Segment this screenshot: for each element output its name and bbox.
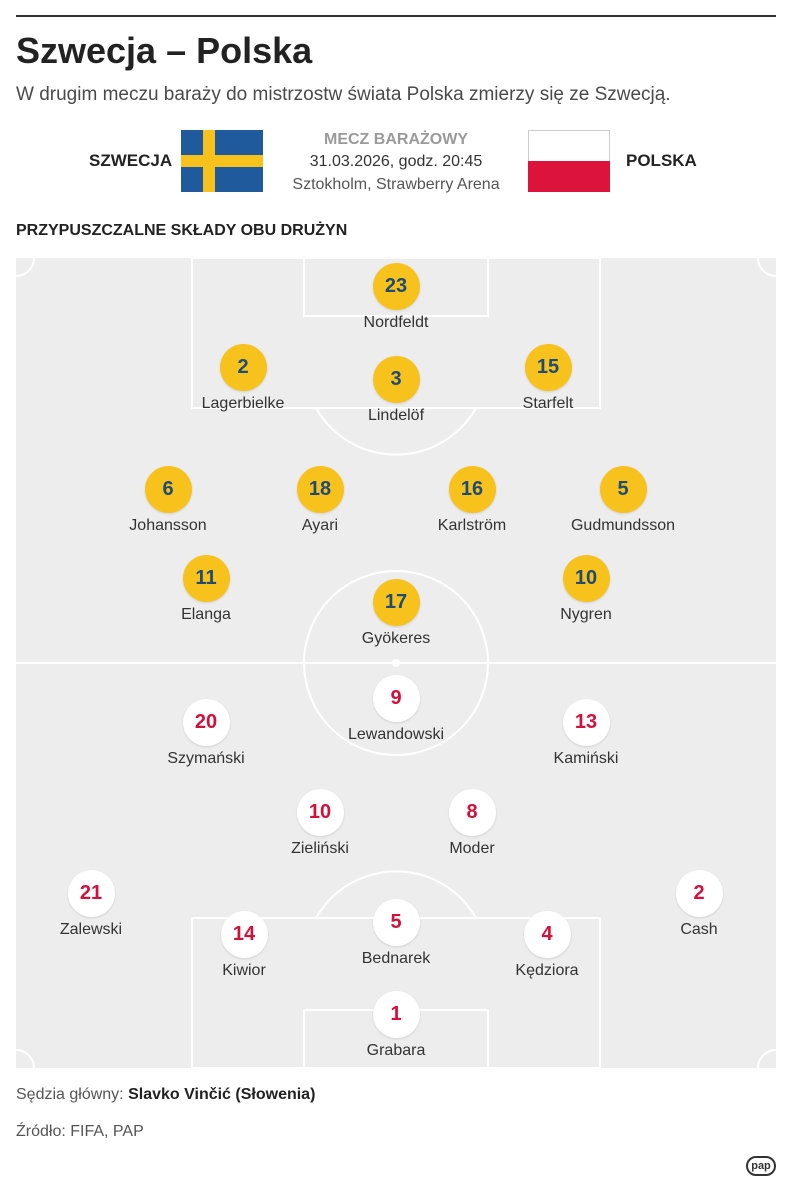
shirt-number: 15 (524, 344, 572, 391)
shirt-number: 2 (219, 344, 267, 391)
player-sweden: 15 Starfelt (468, 344, 628, 413)
player-name: Zieliński (291, 840, 349, 857)
player-name: Szymański (167, 750, 245, 767)
player-poland: 5 Bednarek (316, 899, 476, 968)
match-date: 31.03.2026, godz. 20:45 (309, 153, 483, 170)
player-name: Gudmundsson (570, 517, 676, 534)
poland-flag-icon (528, 130, 610, 192)
shirt-number: 8 (448, 789, 496, 836)
page-subtitle: W drugim meczu baraży do mistrzostw świa… (16, 84, 671, 105)
player-sweden: 2 Lagerbielke (163, 344, 323, 413)
player-name: Zalewski (59, 921, 123, 938)
player-sweden: 11 Elanga (126, 555, 286, 624)
referee-name: Slavko Vinčić (Słowenia) (128, 1086, 316, 1103)
player-sweden: 17 Gyökeres (316, 579, 476, 648)
player-name: Bednarek (361, 950, 431, 967)
player-name: Lindelöf (367, 407, 425, 424)
player-poland: 14 Kiwior (164, 911, 324, 980)
pitch-markings (16, 258, 776, 1068)
shirt-number: 11 (182, 555, 230, 602)
player-poland: 4 Kędziora (467, 911, 627, 980)
shirt-number: 23 (372, 263, 420, 310)
player-sweden: 16 Karlström (392, 466, 552, 535)
player-name: Lagerbielke (201, 395, 285, 412)
player-sweden: 23 Nordfeldt (316, 263, 476, 332)
player-name: Nygren (560, 606, 612, 623)
home-team-name: SZWECJA (89, 151, 173, 170)
player-sweden: 3 Lindelöf (316, 356, 476, 425)
player-poland: 13 Kamiński (506, 699, 666, 768)
match-info: MECZ BARAŻOWY 31.03.2026, godz. 20:45 Sz… (260, 130, 532, 196)
top-rule (16, 15, 776, 17)
match-type-label: MECZ BARAŻOWY (324, 131, 468, 148)
shirt-number: 2 (675, 870, 723, 917)
shirt-number: 9 (372, 675, 420, 722)
player-sweden: 18 Ayari (240, 466, 400, 535)
shirt-number: 10 (562, 555, 610, 602)
pap-logo-icon: pap (746, 1156, 776, 1176)
player-poland: 9 Lewandowski (316, 675, 476, 744)
shirt-number: 14 (220, 911, 268, 958)
player-name: Grabara (366, 1042, 426, 1059)
shirt-number: 5 (372, 899, 420, 946)
player-sweden: 6 Johansson (88, 466, 248, 535)
referee-line: Sędzia główny: Slavko Vinčić (Słowenia) (16, 1086, 315, 1104)
player-poland: 21 Zalewski (11, 870, 171, 939)
shirt-number: 18 (296, 466, 344, 513)
away-team-name: POLSKA (626, 151, 697, 170)
player-sweden: 5 Gudmundsson (543, 466, 703, 535)
page-title: Szwecja – Polska (16, 30, 313, 71)
shirt-number: 4 (523, 911, 571, 958)
player-name: Moder (449, 840, 495, 857)
section-title: PRZYPUSZCZALNE SKŁADY OBU DRUŻYN (16, 222, 348, 239)
referee-label: Sędzia główny: (16, 1086, 124, 1103)
player-name: Gyökeres (361, 630, 431, 647)
shirt-number: 21 (67, 870, 115, 917)
player-poland: 10 Zieliński (240, 789, 400, 858)
player-name: Starfelt (522, 395, 574, 412)
player-name: Karlström (437, 517, 507, 534)
player-poland: 8 Moder (392, 789, 552, 858)
player-sweden: 10 Nygren (506, 555, 666, 624)
player-name: Cash (680, 921, 718, 938)
shirt-number: 10 (296, 789, 344, 836)
player-poland: 1 Grabara (316, 991, 476, 1060)
shirt-number: 17 (372, 579, 420, 626)
shirt-number: 6 (144, 466, 192, 513)
source-note: Źródło: FIFA, PAP (16, 1123, 144, 1140)
match-venue: Sztokholm, Strawberry Arena (292, 176, 500, 193)
shirt-number: 16 (448, 466, 496, 513)
shirt-number: 3 (372, 356, 420, 403)
player-name: Kędziora (515, 962, 579, 979)
shirt-number: 13 (562, 699, 610, 746)
shirt-number: 5 (599, 466, 647, 513)
player-name: Nordfeldt (363, 314, 429, 331)
player-name: Kamiński (553, 750, 619, 767)
player-name: Lewandowski (347, 726, 445, 743)
sweden-flag-icon (181, 130, 263, 192)
shirt-number: 1 (372, 991, 420, 1038)
player-name: Ayari (301, 517, 339, 534)
player-poland: 20 Szymański (126, 699, 286, 768)
football-pitch: 23 Nordfeldt 2 Lagerbielke 3 Lindelöf 15… (16, 258, 776, 1068)
player-name: Elanga (181, 606, 231, 623)
shirt-number: 20 (182, 699, 230, 746)
player-poland: 2 Cash (619, 870, 779, 939)
player-name: Kiwior (222, 962, 266, 979)
player-name: Johansson (129, 517, 207, 534)
